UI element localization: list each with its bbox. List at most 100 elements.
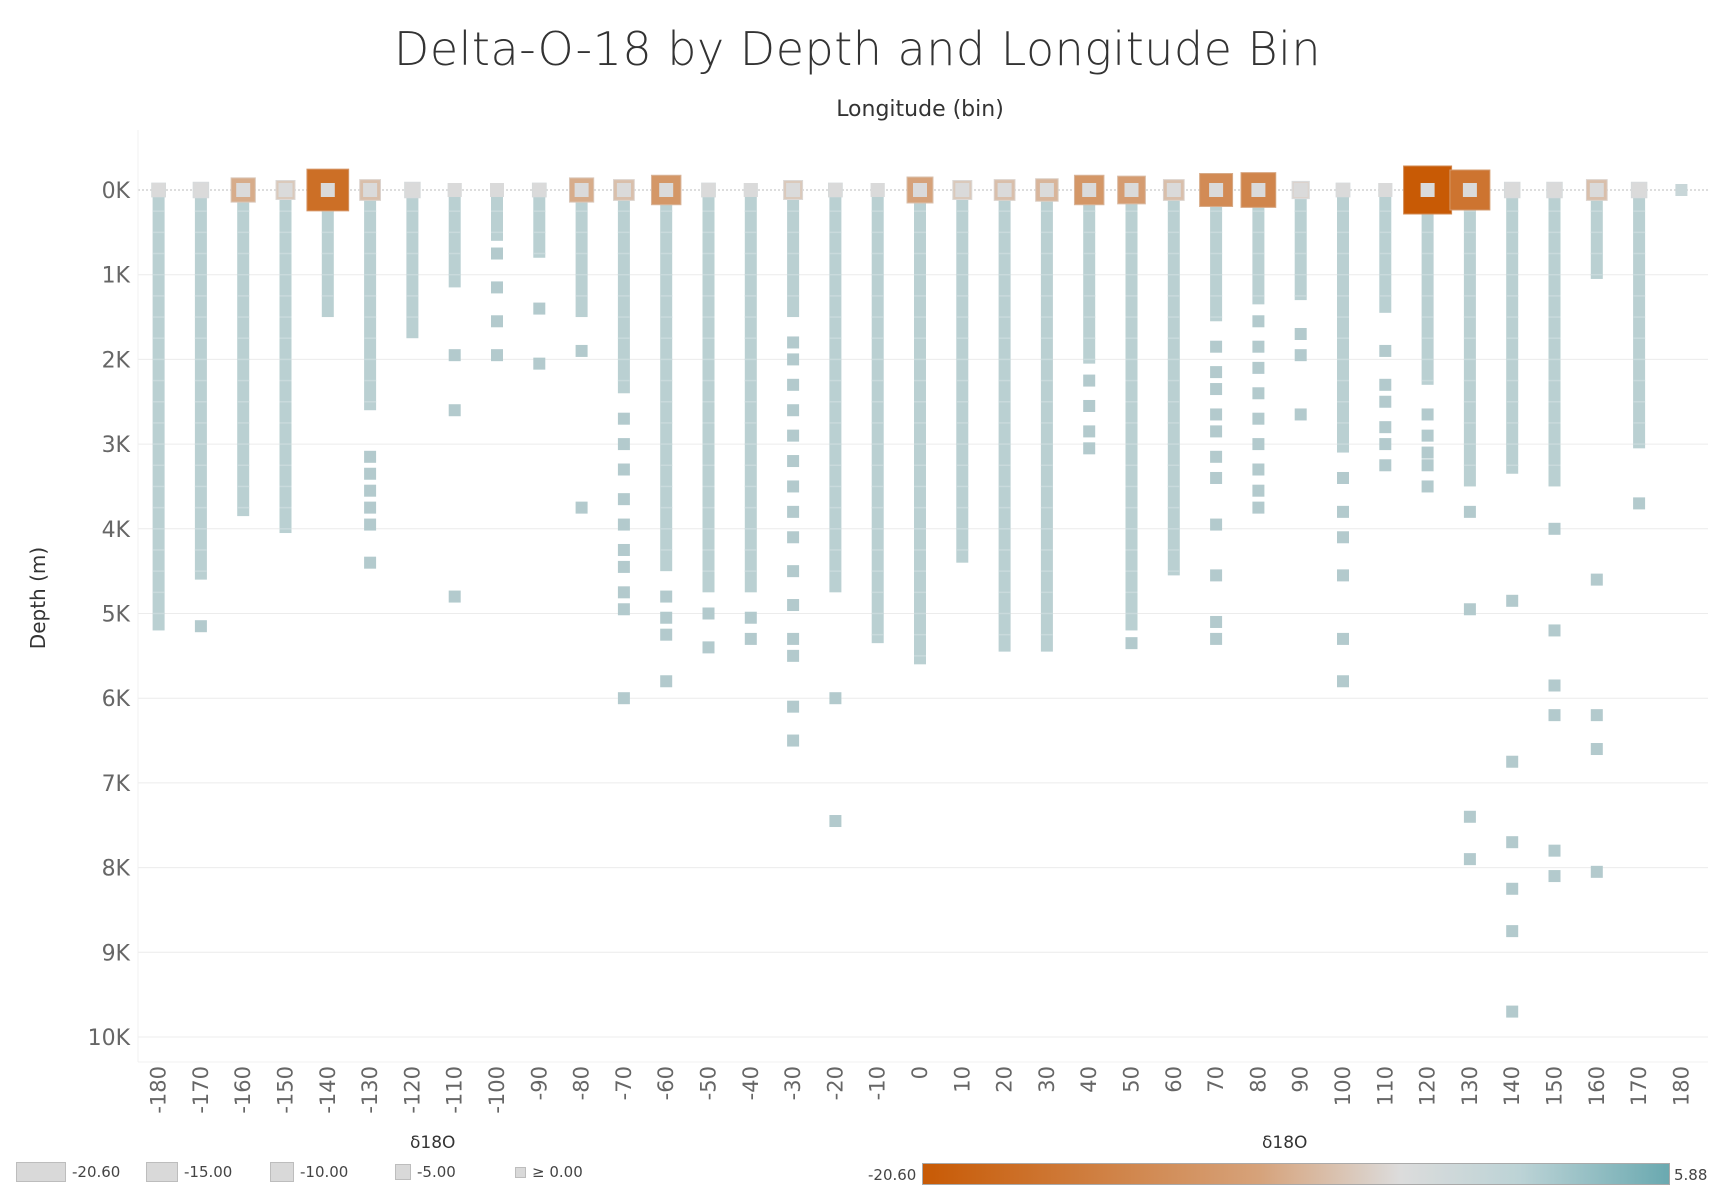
size-legend-label: -20.60: [72, 1163, 121, 1181]
depth-stack: [194, 196, 207, 580]
data-point: [1548, 624, 1561, 637]
data-point: [1252, 387, 1265, 400]
data-point: [1210, 615, 1223, 628]
data-point: [1506, 836, 1519, 849]
data-point: [1083, 442, 1096, 455]
data-point: [617, 543, 630, 556]
x-tick-label: 170: [1627, 1066, 1651, 1106]
y-tick-label: 0K: [102, 179, 131, 204]
size-legend-item: ≥ 0.00: [515, 1162, 583, 1182]
data-point: [787, 700, 800, 713]
surface-point-inner: [616, 183, 631, 197]
data-point: [660, 611, 673, 624]
x-tick-labels: -180 -170 -160 -150 -140 -130 -120 -110 -100 -90-…: [147, 1066, 1694, 1114]
surface-point-inner: [786, 183, 801, 197]
depth-stack: [1548, 196, 1561, 487]
surface-point-inner: [363, 183, 378, 197]
data-point: [1379, 378, 1392, 391]
depth-stack: [1421, 196, 1434, 385]
x-tick-label: -110: [443, 1066, 467, 1114]
column--150: [275, 180, 296, 534]
column--60: [650, 174, 682, 688]
data-point: [533, 357, 546, 370]
data-point: [1337, 569, 1349, 582]
y-tick-label: 4K: [102, 518, 131, 543]
y-tick-label: 8K: [102, 857, 131, 882]
surface-point-inner: [1589, 183, 1604, 197]
column--10: [870, 183, 885, 644]
depth-stack: [1463, 196, 1476, 487]
data-point: [787, 649, 800, 662]
x-tick-label: -150: [274, 1066, 298, 1114]
surface-point-inner: [997, 183, 1012, 197]
y-tick-label: 7K: [102, 772, 131, 797]
depth-stack: [533, 196, 546, 258]
size-legend-label: -15.00: [184, 1163, 233, 1181]
x-tick-label: 120: [1416, 1066, 1440, 1106]
column-170: [1630, 181, 1648, 510]
surface-point-inner: [151, 183, 166, 197]
data-point: [1379, 421, 1392, 434]
column-60: [1162, 179, 1185, 576]
data-point: [1506, 925, 1519, 938]
data-point: [1210, 408, 1223, 421]
size-legend-swatch: [16, 1162, 66, 1182]
data-point: [1379, 438, 1392, 451]
data-point: [1590, 865, 1603, 878]
data-point: [1463, 853, 1476, 866]
data-point: [787, 565, 800, 578]
depth-stack: [1167, 196, 1180, 576]
x-tick-label: 90: [1289, 1066, 1313, 1093]
data-point: [491, 247, 503, 260]
data-point: [702, 607, 715, 620]
data-point: [1252, 484, 1265, 497]
column-110: [1378, 183, 1393, 472]
y-tick-label: 10K: [88, 1026, 131, 1051]
data-point: [617, 463, 630, 476]
y-tick-label: 9K: [102, 941, 131, 966]
column--70: [613, 179, 635, 705]
data-point: [1590, 743, 1603, 756]
x-tick-label: -170: [189, 1066, 213, 1114]
data-point: [364, 467, 377, 480]
surface-point-inner: [1124, 183, 1139, 197]
column-70: [1199, 173, 1234, 645]
size-legend-swatch: [395, 1164, 411, 1180]
data-point: [1463, 603, 1476, 616]
x-tick-label: 140: [1500, 1066, 1524, 1106]
size-legend: -20.60 -15.00 -10.00 -5.00 ≥ 0.00: [0, 1130, 640, 1190]
x-tick-label: -130: [358, 1066, 382, 1114]
size-legend-swatch: [270, 1162, 294, 1182]
color-legend-max: 5.88: [1674, 1166, 1708, 1184]
data-point: [1337, 675, 1349, 688]
surface-point-inner: [1039, 183, 1054, 197]
data-point: [1252, 463, 1265, 476]
color-legend-ramp: [922, 1163, 1670, 1185]
surface-point-inner: [870, 183, 885, 197]
size-legend-swatch: [515, 1166, 526, 1178]
data-point: [1210, 383, 1223, 396]
size-legend-item: -20.60: [16, 1162, 120, 1182]
data-point: [1379, 459, 1392, 472]
x-tick-label: -120: [400, 1066, 424, 1114]
depth-stack: [1506, 196, 1519, 474]
data-point: [787, 455, 800, 468]
data-point: [575, 344, 588, 357]
data-point: [617, 412, 630, 425]
x-tick-label: 80: [1246, 1066, 1270, 1093]
data-point: [1506, 1005, 1519, 1018]
data-point: [1463, 505, 1476, 518]
depth-stack: [914, 196, 926, 665]
data-point: [1337, 632, 1349, 645]
data-point: [787, 480, 800, 493]
column-100: [1335, 182, 1351, 688]
depth-stack: [1083, 196, 1096, 364]
data-point: [1548, 709, 1561, 722]
column-180: [1675, 184, 1688, 196]
data-point: [617, 603, 630, 616]
data-point: [744, 611, 757, 624]
depth-stack: [617, 196, 630, 394]
data-point: [1210, 450, 1223, 463]
depth-stack: [1337, 196, 1349, 453]
data-point: [1083, 374, 1096, 387]
